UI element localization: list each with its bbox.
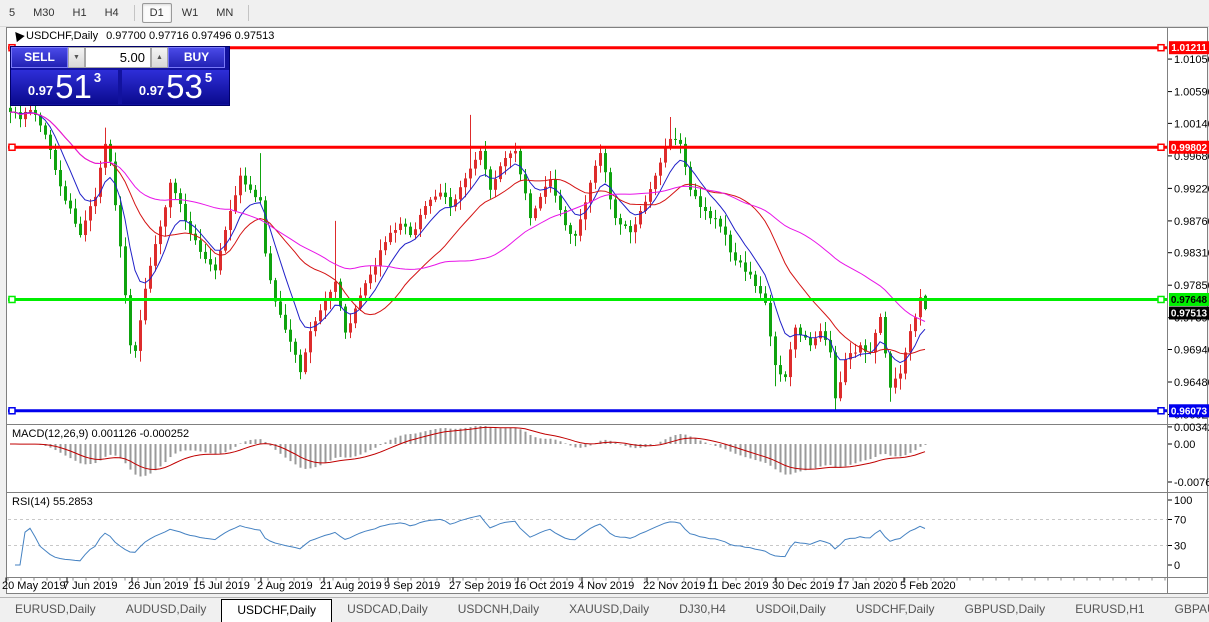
macd-indicator-label: MACD(12,26,9) 0.001126 -0.000252	[12, 428, 189, 440]
chart-tab-dj30-h4[interactable]: DJ30,H4	[679, 602, 726, 616]
svg-text:0.99802: 0.99802	[1171, 143, 1208, 154]
svg-text:11 Dec 2019: 11 Dec 2019	[707, 580, 769, 592]
rsi-indicator-label: RSI(14) 55.2853	[12, 496, 93, 508]
svg-text:2 Aug 2019: 2 Aug 2019	[257, 580, 313, 592]
svg-text:1.00590: 1.00590	[1174, 87, 1209, 99]
rsi-value: 55.2853	[52, 496, 93, 508]
svg-text:70: 70	[1174, 515, 1186, 527]
timeframe-w1-button[interactable]: W1	[181, 7, 199, 19]
chart-tab-bar: EURUSD,Daily AUDUSD,Daily USDCHF,Daily USDC…	[0, 597, 1209, 622]
svg-text:17 Jan 2020: 17 Jan 2020	[837, 580, 898, 592]
svg-text:100: 100	[1174, 495, 1192, 507]
svg-text:26 Jun 2019: 26 Jun 2019	[128, 580, 189, 592]
chart-tab-usdoil-daily[interactable]: USDOil,Daily	[755, 602, 826, 616]
volume-decrease-button[interactable]: ▼	[68, 47, 85, 68]
buy-price-display[interactable]: 0.97 53 5	[122, 70, 229, 104]
buy-button[interactable]: BUY	[168, 47, 225, 68]
sell-price-prefix: 0.97	[27, 83, 54, 98]
svg-text:0: 0	[1174, 560, 1180, 572]
timeframe-m30-button[interactable]: M30	[33, 7, 55, 19]
svg-text:16 Oct 2019: 16 Oct 2019	[514, 580, 574, 592]
chart-tab-eurusd-daily[interactable]: EURUSD,Daily	[15, 602, 96, 616]
chart-tab-usdcad-daily[interactable]: USDCAD,Daily	[347, 602, 428, 616]
sell-price-sup: 3	[93, 70, 102, 85]
toolbar-separator	[248, 5, 250, 21]
chart-tab-usdchf-daily[interactable]: USDCHF,Daily	[855, 602, 935, 616]
svg-text:4 Nov 2019: 4 Nov 2019	[578, 580, 634, 592]
svg-text:0.97648: 0.97648	[1171, 295, 1208, 306]
timeframe-toolbar: 5 M30 H1 H4 D1 W1 MN	[0, 0, 1209, 27]
svg-text:1.01211: 1.01211	[1171, 43, 1207, 54]
svg-text:20 May 2019: 20 May 2019	[2, 580, 66, 592]
svg-text:0.003428: 0.003428	[1174, 422, 1209, 434]
chart-title: USDCHF,Daily 0.97700 0.97716 0.97496 0.97…	[26, 30, 274, 42]
chart-tab-usdchf-daily[interactable]: USDCHF,Daily	[221, 599, 333, 622]
svg-text:9 Sep 2019: 9 Sep 2019	[384, 580, 440, 592]
svg-text:1.01050: 1.01050	[1174, 54, 1209, 66]
timeframe-h4-button[interactable]: H4	[104, 7, 119, 19]
svg-text:30 Dec 2019: 30 Dec 2019	[772, 580, 834, 592]
sell-button[interactable]: SELL	[11, 47, 68, 68]
chart-ohlc-label: 0.97700 0.97716 0.97496 0.97513	[106, 30, 275, 42]
svg-text:0.96073: 0.96073	[1171, 406, 1208, 417]
svg-text:0.00: 0.00	[1174, 439, 1195, 451]
buy-price-sup: 5	[204, 70, 213, 85]
volume-input[interactable]: 5.00	[85, 47, 151, 68]
rsi-name: RSI(14)	[12, 496, 50, 508]
chart-tab-audusd-daily[interactable]: AUDUSD,Daily	[125, 602, 207, 616]
sell-price-display[interactable]: 0.97 51 3	[11, 70, 118, 104]
svg-text:0.97513: 0.97513	[1171, 309, 1208, 320]
chart-tab-usdcnh-daily[interactable]: USDCNH,Daily	[457, 602, 540, 616]
svg-text:21 Aug 2019: 21 Aug 2019	[320, 580, 382, 592]
svg-text:22 Nov 2019: 22 Nov 2019	[643, 580, 705, 592]
timeframe-h1-button[interactable]: H1	[72, 7, 87, 19]
chart-tab-gbpaud-h1[interactable]: GBPAUD,H1	[1174, 602, 1209, 616]
timeframe-m5-button[interactable]: 5	[9, 7, 16, 19]
chart-tab-eurusd-h1[interactable]: EURUSD,H1	[1075, 602, 1145, 616]
timeframe-d1-button[interactable]: D1	[141, 3, 172, 23]
svg-text:30: 30	[1174, 541, 1186, 553]
svg-text:7 Jun 2019: 7 Jun 2019	[63, 580, 117, 592]
macd-values: 0.001126 -0.000252	[91, 428, 190, 440]
chart-tab-gbpusd-daily[interactable]: GBPUSD,Daily	[964, 602, 1046, 616]
svg-text:5 Feb 2020: 5 Feb 2020	[900, 580, 956, 592]
timeframe-mn-button[interactable]: MN	[216, 7, 234, 19]
volume-increase-button[interactable]: ▲	[151, 47, 168, 68]
toolbar-separator	[133, 5, 135, 21]
buy-price-prefix: 0.97	[138, 83, 165, 98]
svg-text:15 Jul 2019: 15 Jul 2019	[193, 580, 250, 592]
buy-price-big: 53	[166, 68, 203, 105]
svg-text:27 Sep 2019: 27 Sep 2019	[449, 580, 511, 592]
chart-symbol-label: USDCHF,Daily	[26, 30, 99, 42]
chart-tab-xauusd-daily[interactable]: XAUUSD,Daily	[569, 602, 650, 616]
one-click-trade-panel: SELL ▼ 5.00 ▲ BUY 0.97 51 3 0.97 53 5	[10, 46, 230, 106]
macd-name: MACD(12,26,9)	[12, 428, 89, 440]
sell-price-big: 51	[55, 68, 92, 105]
svg-text:-0.007615: -0.007615	[1174, 477, 1209, 489]
